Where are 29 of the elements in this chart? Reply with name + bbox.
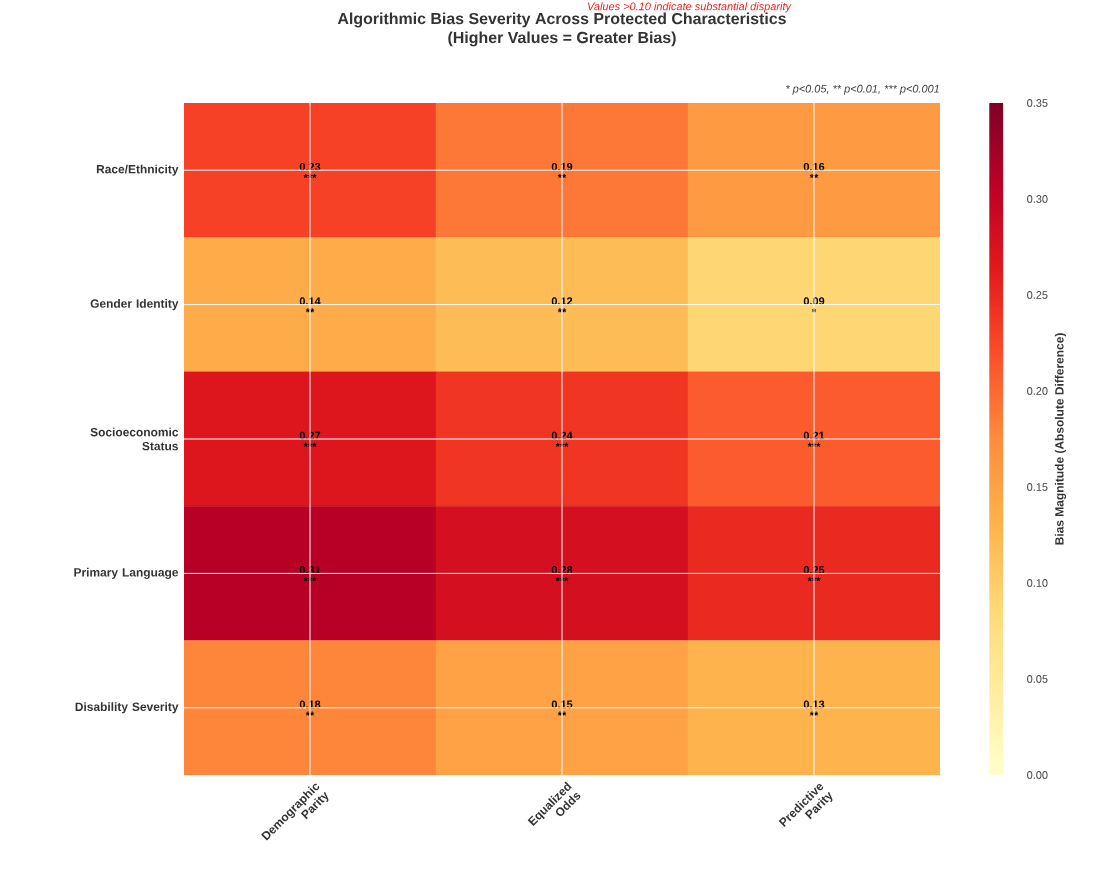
color-bar-label: 0.10 bbox=[1027, 579, 1048, 587]
y-tick-label: Socioeconomic Status bbox=[90, 427, 179, 451]
color-bar-label: 0.15 bbox=[1027, 483, 1048, 491]
color-bar-title: Bias Magnitude (Absolute Difference) bbox=[1054, 333, 1067, 545]
color-bar-label: 0.00 bbox=[1027, 771, 1048, 779]
data-label: 0.18 ** bbox=[299, 700, 321, 716]
y-tick-label: Disability Severity bbox=[75, 702, 179, 714]
data-label: 0.21 *** bbox=[803, 431, 825, 447]
y-tick-label: Gender Identity bbox=[90, 299, 179, 311]
y-tick-label: Primary Language bbox=[74, 567, 179, 579]
data-label: 0.13 ** bbox=[803, 700, 825, 716]
chart-title: Algorithmic Bias Severity Across Protected Characteristics (Higher Values = Greater Bias) bbox=[337, 12, 786, 47]
color-bar-label: 0.35 bbox=[1027, 99, 1048, 107]
data-label: 0.23 *** bbox=[299, 162, 321, 179]
text: * p<0.05, ** p<0.01, *** p<0.001 bbox=[785, 84, 939, 95]
data-label: 0.24 *** bbox=[551, 431, 573, 447]
data-label: 0.14 ** bbox=[299, 297, 321, 313]
color-bar-label: 0.30 bbox=[1027, 195, 1048, 203]
text: Values >0.10 indicate substantial disparity bbox=[587, 2, 792, 13]
data-label: 0.27 *** bbox=[299, 431, 321, 447]
color-bar-label: 0.25 bbox=[1027, 291, 1048, 299]
color-bar-label: 0.20 bbox=[1027, 387, 1048, 395]
data-label: 0.19 ** bbox=[551, 162, 573, 179]
color-bar-label: 0.05 bbox=[1027, 675, 1048, 683]
data-label: 0.12 ** bbox=[551, 297, 573, 313]
data-label: 0.09 * bbox=[803, 297, 825, 313]
data-label: 0.15 ** bbox=[551, 700, 573, 716]
data-label: 0.25 *** bbox=[803, 566, 825, 582]
y-tick-label: Race/Ethnicity bbox=[96, 164, 179, 176]
